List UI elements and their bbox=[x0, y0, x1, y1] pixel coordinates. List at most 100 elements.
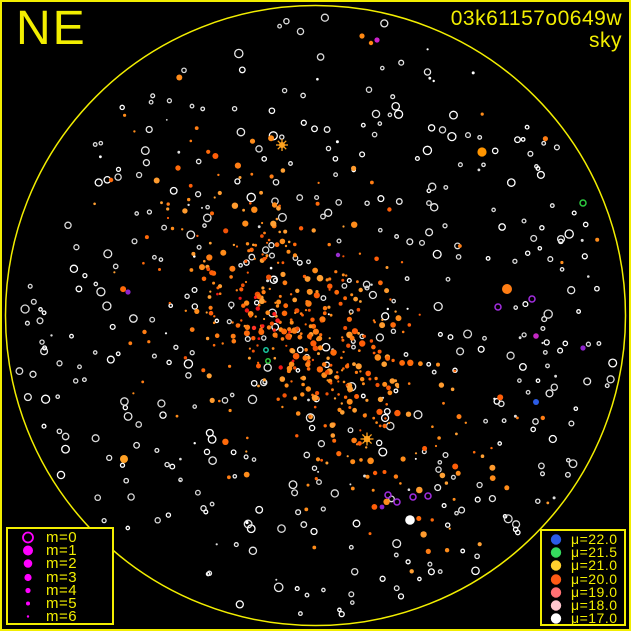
point bbox=[29, 370, 37, 378]
mu-marker-icon bbox=[550, 600, 562, 611]
point bbox=[313, 292, 320, 299]
point bbox=[517, 378, 522, 383]
point bbox=[392, 539, 402, 549]
mu-marker-icon bbox=[550, 587, 562, 598]
magnitude-legend-row: m=1 bbox=[13, 543, 112, 558]
point bbox=[286, 365, 293, 372]
point bbox=[120, 397, 129, 406]
point bbox=[196, 234, 199, 238]
point bbox=[109, 323, 116, 330]
point bbox=[418, 361, 423, 367]
green-source bbox=[263, 347, 269, 353]
point bbox=[189, 350, 195, 356]
point bbox=[160, 201, 163, 205]
point bbox=[55, 394, 61, 400]
point bbox=[246, 436, 249, 440]
point bbox=[365, 446, 368, 449]
point bbox=[502, 513, 508, 519]
point bbox=[320, 320, 323, 323]
point bbox=[365, 398, 369, 402]
point bbox=[361, 382, 365, 386]
point bbox=[266, 274, 272, 280]
magnitude-legend-row: m=4 bbox=[13, 583, 112, 598]
point bbox=[326, 356, 330, 360]
point bbox=[267, 238, 271, 242]
point bbox=[367, 457, 374, 465]
point bbox=[311, 323, 317, 329]
point bbox=[368, 532, 372, 536]
marker-circle bbox=[25, 587, 31, 593]
point bbox=[295, 368, 301, 373]
point bbox=[545, 389, 554, 398]
point bbox=[434, 484, 442, 492]
point bbox=[235, 245, 239, 248]
point bbox=[320, 213, 326, 220]
point bbox=[372, 351, 376, 355]
point bbox=[209, 290, 212, 293]
point bbox=[305, 386, 311, 392]
point bbox=[243, 300, 250, 306]
point bbox=[206, 267, 211, 272]
point bbox=[304, 592, 310, 598]
point bbox=[358, 252, 362, 255]
point bbox=[455, 432, 458, 436]
point bbox=[608, 358, 618, 368]
point bbox=[175, 414, 179, 418]
point bbox=[420, 531, 427, 538]
point bbox=[93, 281, 99, 287]
point bbox=[463, 329, 473, 339]
point bbox=[363, 474, 367, 478]
mu-legend-row: μ=21.5 bbox=[547, 545, 624, 559]
point bbox=[300, 376, 304, 380]
point bbox=[442, 451, 449, 459]
point bbox=[173, 344, 179, 350]
point bbox=[279, 376, 286, 382]
point bbox=[257, 303, 261, 307]
point bbox=[320, 458, 323, 462]
point bbox=[268, 287, 271, 291]
point bbox=[288, 361, 295, 368]
point bbox=[426, 361, 432, 367]
point bbox=[394, 409, 401, 417]
point bbox=[482, 335, 487, 341]
point bbox=[512, 526, 519, 533]
point bbox=[430, 518, 434, 522]
point bbox=[352, 407, 357, 413]
point bbox=[297, 334, 303, 340]
point bbox=[41, 310, 47, 316]
point bbox=[268, 107, 276, 115]
point bbox=[401, 330, 405, 334]
point bbox=[347, 427, 354, 434]
point bbox=[398, 59, 405, 66]
point bbox=[356, 280, 359, 284]
point bbox=[108, 177, 114, 183]
point bbox=[295, 434, 299, 438]
point bbox=[195, 158, 202, 165]
point bbox=[352, 519, 361, 528]
point bbox=[371, 109, 381, 119]
point bbox=[281, 87, 288, 94]
point bbox=[203, 509, 209, 515]
point bbox=[387, 112, 393, 118]
point bbox=[453, 369, 457, 373]
point bbox=[370, 283, 373, 286]
point bbox=[524, 124, 530, 130]
point bbox=[272, 312, 277, 316]
purple-ring bbox=[424, 492, 432, 500]
point bbox=[272, 328, 276, 332]
marker-circle bbox=[23, 559, 33, 569]
point bbox=[372, 416, 376, 420]
point bbox=[243, 471, 250, 478]
point bbox=[277, 23, 283, 29]
point bbox=[381, 312, 390, 321]
point bbox=[230, 333, 236, 339]
point bbox=[274, 242, 280, 248]
point bbox=[296, 27, 305, 36]
point bbox=[261, 253, 264, 256]
mu-marker-icon bbox=[550, 534, 562, 545]
magnitude-legend-box: m=0 m=1 m=2 m=3 m=4 m=5 m=6 bbox=[6, 527, 114, 625]
point bbox=[119, 104, 125, 111]
point bbox=[261, 290, 266, 295]
point bbox=[340, 369, 344, 372]
